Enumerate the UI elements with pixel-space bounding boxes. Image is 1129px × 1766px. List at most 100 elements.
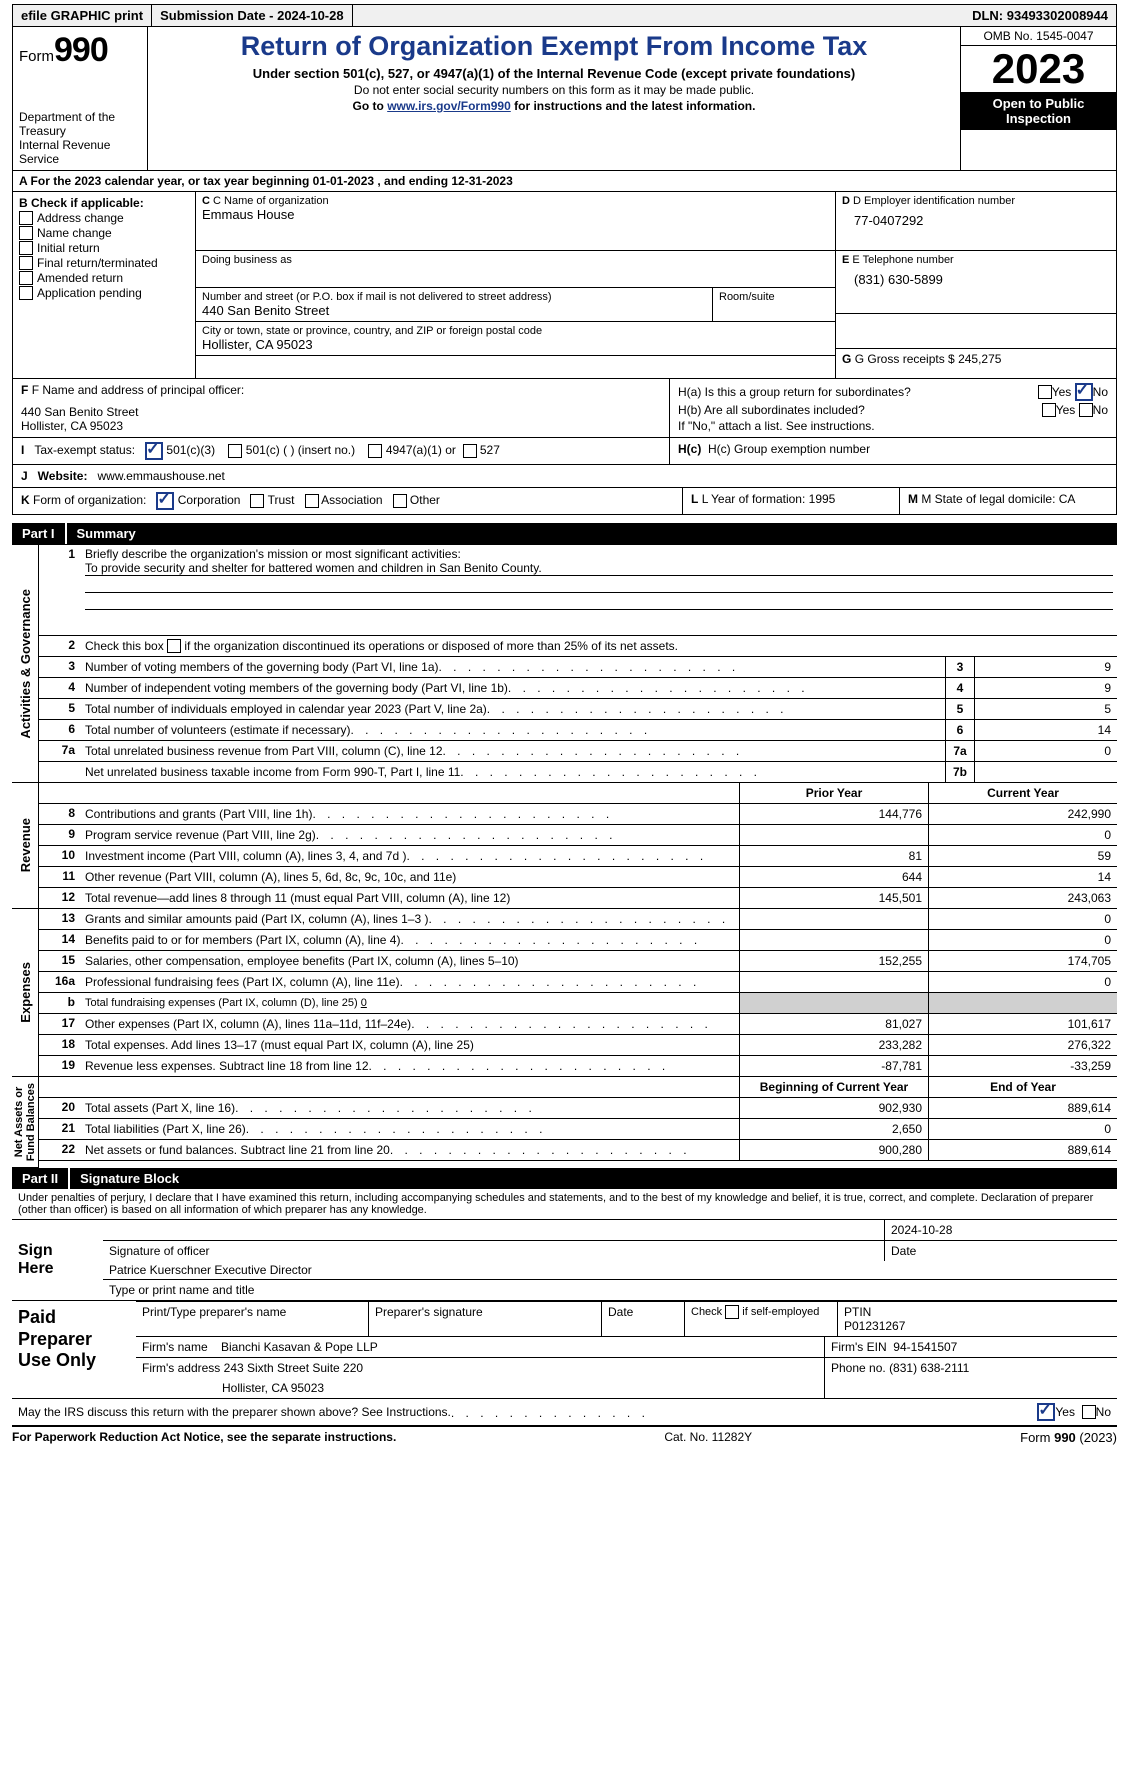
website-value[interactable]: www.emmaushouse.net xyxy=(97,469,224,483)
c9: 0 xyxy=(928,825,1117,845)
c12: 243,063 xyxy=(928,888,1117,908)
l18: Total expenses. Add lines 13–17 (must eq… xyxy=(85,1038,474,1052)
room-label: Room/suite xyxy=(719,291,829,303)
l9: Program service revenue (Part VIII, line… xyxy=(85,828,316,842)
l20: Total assets (Part X, line 16) xyxy=(85,1101,235,1115)
chk-name-change[interactable]: Name change xyxy=(19,226,189,240)
chk-app-pending[interactable]: Application pending xyxy=(19,286,189,300)
l14: Benefits paid to or for members (Part IX… xyxy=(85,933,400,947)
sign-here-label: Sign Here xyxy=(12,1220,103,1300)
expenses-section: Expenses 13Grants and similar amounts pa… xyxy=(12,909,1117,1077)
discuss-yes[interactable] xyxy=(1037,1403,1055,1421)
p20: 902,930 xyxy=(739,1098,928,1118)
v5: 5 xyxy=(974,699,1117,719)
l10: Investment income (Part VIII, column (A)… xyxy=(85,849,406,863)
c11: 14 xyxy=(928,867,1117,887)
form-of-org: K Form of organization: Corporation Trus… xyxy=(13,488,683,514)
p15: 152,255 xyxy=(739,951,928,971)
chk-corp[interactable] xyxy=(156,492,174,510)
chk-initial-return[interactable]: Initial return xyxy=(19,241,189,255)
state-domicile: M M State of legal domicile: CA xyxy=(900,488,1116,514)
mission-text: To provide security and shelter for batt… xyxy=(85,561,1113,576)
c8: 242,990 xyxy=(928,804,1117,824)
firm-addr1: 243 Sixth Street Suite 220 xyxy=(224,1361,363,1375)
h-b-yes[interactable] xyxy=(1042,403,1056,417)
city-label: City or town, state or province, country… xyxy=(202,325,829,337)
l8: Contributions and grants (Part VIII, lin… xyxy=(85,807,312,821)
l7b: Net unrelated business taxable income fr… xyxy=(85,765,460,779)
c19: -33,259 xyxy=(928,1056,1117,1076)
officer-label: F F Name and address of principal office… xyxy=(21,383,661,397)
subtitle-1: Under section 501(c), 527, or 4947(a)(1)… xyxy=(154,66,954,81)
h-b-no[interactable] xyxy=(1079,403,1093,417)
part2-header: Part II Signature Block xyxy=(12,1168,1117,1189)
chk-527[interactable] xyxy=(463,444,477,458)
efile-label[interactable]: efile GRAPHIC print xyxy=(13,5,152,26)
l16b: Total fundraising expenses (Part IX, col… xyxy=(85,997,358,1009)
chk-other[interactable] xyxy=(393,494,407,508)
officer-groupreturn-row: F F Name and address of principal office… xyxy=(12,379,1117,438)
chk-address-change[interactable]: Address change xyxy=(19,211,189,225)
chk-501c[interactable] xyxy=(228,444,242,458)
l13: Grants and similar amounts paid (Part IX… xyxy=(85,912,428,926)
submission-date: Submission Date - 2024-10-28 xyxy=(152,5,353,26)
subtitle-3: Go to www.irs.gov/Form990 for instructio… xyxy=(154,99,954,113)
prep-name-hdr: Print/Type preparer's name xyxy=(136,1302,369,1336)
prep-sig-hdr: Preparer's signature xyxy=(369,1302,602,1336)
chk-assoc[interactable] xyxy=(305,494,319,508)
side-label-rev: Revenue xyxy=(16,812,35,878)
l2-desc: Check this box if the organization disco… xyxy=(81,636,1117,656)
h-c-label: H(c) H(c) Group exemption number xyxy=(670,438,1116,464)
form-title: Return of Organization Exempt From Incom… xyxy=(154,31,954,62)
open-inspection: Open to Public Inspection xyxy=(961,92,1116,130)
prep-date-hdr: Date xyxy=(602,1302,685,1336)
penalties-text: Under penalties of perjury, I declare th… xyxy=(12,1189,1117,1220)
chk-final-return[interactable]: Final return/terminated xyxy=(19,256,189,270)
l21: Total liabilities (Part X, line 26) xyxy=(85,1122,246,1136)
officer-addr2: Hollister, CA 95023 xyxy=(21,419,661,433)
cat-no: Cat. No. 11282Y xyxy=(664,1430,752,1445)
l3: Number of voting members of the governin… xyxy=(85,660,439,674)
chk-4947[interactable] xyxy=(368,444,382,458)
chk-trust[interactable] xyxy=(250,494,264,508)
p12: 145,501 xyxy=(739,888,928,908)
c17: 101,617 xyxy=(928,1014,1117,1034)
l2-checkbox[interactable] xyxy=(167,639,181,653)
ein-label: D D Employer identification number xyxy=(842,195,1110,207)
chk-501c3[interactable] xyxy=(145,442,163,460)
chk-amended[interactable]: Amended return xyxy=(19,271,189,285)
officer-addr1: 440 San Benito Street xyxy=(21,405,661,419)
paid-preparer-label: Paid Preparer Use Only xyxy=(12,1301,136,1398)
l17: Other expenses (Part IX, column (A), lin… xyxy=(85,1017,411,1031)
ein-value: 77-0407292 xyxy=(842,207,1110,228)
chk-self-employed[interactable] xyxy=(725,1305,739,1319)
h-a-yes[interactable] xyxy=(1038,385,1052,399)
firm-name: Bianchi Kasavan & Pope LLP xyxy=(221,1340,378,1354)
type-name-label: Type or print name and title xyxy=(103,1279,1117,1300)
irs-link[interactable]: www.irs.gov/Form990 xyxy=(387,99,511,113)
p10: 81 xyxy=(739,846,928,866)
form-header: Form990 Department of the Treasury Inter… xyxy=(12,27,1117,171)
h-a-no[interactable] xyxy=(1075,383,1093,401)
org-name-label: C C Name of organization xyxy=(202,195,829,207)
tax-year: 2023 xyxy=(961,46,1116,92)
c16a: 0 xyxy=(928,972,1117,992)
net-assets-section: Net Assets or Fund Balances Beginning of… xyxy=(12,1077,1117,1168)
discuss-no[interactable] xyxy=(1082,1405,1096,1419)
l6: Total number of volunteers (estimate if … xyxy=(85,723,350,737)
form-ref: Form 990 (2023) xyxy=(1020,1430,1117,1445)
street-address: 440 San Benito Street xyxy=(202,303,706,318)
p18: 233,282 xyxy=(739,1035,928,1055)
c10: 59 xyxy=(928,846,1117,866)
city-state-zip: Hollister, CA 95023 xyxy=(202,337,829,352)
p22: 900,280 xyxy=(739,1140,928,1160)
page-footer: For Paperwork Reduction Act Notice, see … xyxy=(12,1425,1117,1445)
dba-label: Doing business as xyxy=(202,254,829,266)
section-a-period: A For the 2023 calendar year, or tax yea… xyxy=(12,171,1117,192)
p13 xyxy=(739,909,928,929)
hdr-beg: Beginning of Current Year xyxy=(739,1077,928,1097)
l16b-val: 0 xyxy=(361,997,367,1009)
side-label-net: Net Assets or Fund Balances xyxy=(11,1077,39,1167)
c14: 0 xyxy=(928,930,1117,950)
c21: 0 xyxy=(928,1119,1117,1139)
